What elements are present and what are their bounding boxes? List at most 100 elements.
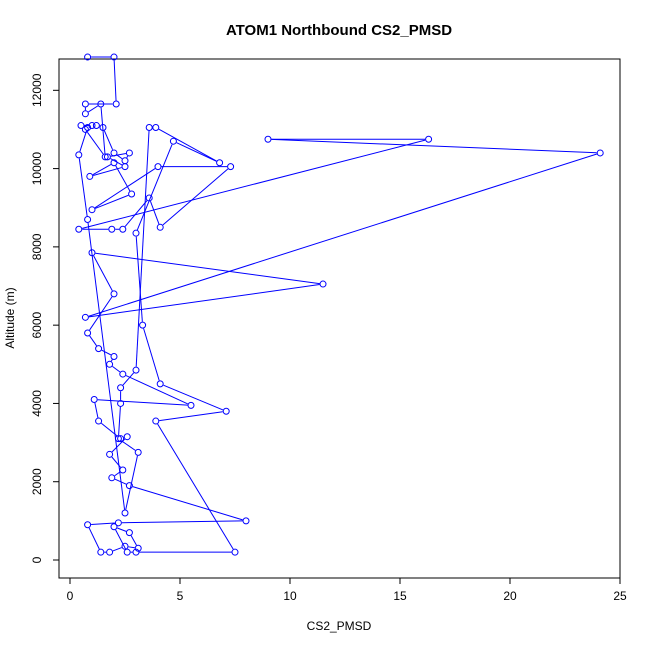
data-point <box>110 290 118 298</box>
data-point <box>117 399 125 407</box>
data-point <box>125 482 133 490</box>
series-segment <box>112 365 121 373</box>
y-tick-label: 12000 <box>30 73 44 107</box>
series-segment <box>112 547 122 552</box>
data-point <box>123 548 131 556</box>
data-point <box>231 548 239 556</box>
series-segment <box>88 153 598 317</box>
data-point <box>84 123 92 131</box>
data-point <box>119 466 127 474</box>
plot-frame <box>58 58 621 579</box>
x-tick-label: 0 <box>67 589 74 603</box>
data-point <box>227 163 235 171</box>
data-point <box>132 366 140 374</box>
series-segment <box>271 138 597 154</box>
series-segment <box>128 546 135 549</box>
y-tick-label: 2000 <box>30 468 44 495</box>
x-tick-label: 10 <box>283 589 297 603</box>
data-point <box>110 523 118 531</box>
data-point <box>154 163 162 171</box>
x-tick-label: 25 <box>613 589 627 603</box>
data-point <box>169 137 177 145</box>
data-point <box>121 163 129 171</box>
data-point <box>319 280 327 288</box>
data-point <box>101 153 109 161</box>
data-point <box>97 548 105 556</box>
data-point <box>106 548 114 556</box>
chart-title: ATOM1 Northbound CS2_PMSD <box>226 22 452 39</box>
data-point <box>81 110 89 118</box>
data-point <box>108 225 116 233</box>
data-point <box>152 123 160 131</box>
data-point <box>152 417 160 425</box>
data-point <box>106 360 114 368</box>
data-point <box>95 417 103 425</box>
x-tick-label: 15 <box>393 589 407 603</box>
data-point <box>75 225 83 233</box>
data-point <box>84 215 92 223</box>
series-segment <box>91 522 115 526</box>
data-point <box>110 352 118 360</box>
data-point <box>81 125 89 133</box>
y-tick-label: 6000 <box>30 311 44 338</box>
data-point <box>121 157 129 165</box>
series-segment <box>122 372 135 386</box>
data-point <box>145 194 153 202</box>
data-point <box>425 135 433 143</box>
series-segment <box>93 255 113 291</box>
series-segment <box>87 222 126 510</box>
data-point <box>119 370 127 378</box>
series-segment <box>136 144 173 231</box>
y-tick-label: 10000 <box>30 152 44 186</box>
data-point <box>114 519 122 527</box>
data-point <box>134 544 142 552</box>
data-point <box>86 172 94 180</box>
series-segment <box>114 471 121 477</box>
data-point <box>117 435 125 443</box>
series-segment <box>157 423 234 550</box>
data-point <box>134 448 142 456</box>
data-point <box>99 123 107 131</box>
series-segment <box>135 236 143 322</box>
x-axis-label: CS2_PMSD <box>307 619 372 633</box>
data-point <box>132 548 140 556</box>
y-tick-label: 4000 <box>30 390 44 417</box>
series-segment <box>97 399 188 406</box>
y-axis: 0 2000 4000 6000 8000 10000 12000 <box>30 73 60 563</box>
data-point <box>77 122 85 130</box>
data-point <box>117 384 125 392</box>
series-segment <box>125 455 138 510</box>
data-point <box>121 542 129 550</box>
series-segment <box>121 520 243 524</box>
data-point <box>242 517 250 525</box>
x-tick-label: 5 <box>177 589 184 603</box>
data-point <box>156 380 164 388</box>
series-segment <box>103 130 114 150</box>
data-point <box>88 249 96 257</box>
series-segment <box>163 384 224 411</box>
data-point <box>110 53 118 61</box>
series-segment <box>125 375 189 405</box>
series-segment <box>93 167 122 176</box>
data-point <box>108 474 116 482</box>
series-segment <box>110 359 113 362</box>
data-point <box>90 396 98 404</box>
data-point <box>125 529 133 537</box>
series-segment <box>135 130 150 367</box>
series-segment <box>120 440 136 451</box>
series-segment <box>82 139 426 229</box>
data-point <box>132 229 140 237</box>
series-segment <box>89 335 97 347</box>
data-point <box>81 100 89 108</box>
data-point <box>88 206 96 214</box>
x-tick-label: 20 <box>503 589 517 603</box>
series-layer <box>75 53 604 556</box>
series-segment <box>158 128 217 162</box>
series-segment <box>124 200 148 227</box>
series-segment <box>126 155 129 158</box>
data-point <box>187 401 195 409</box>
y-tick-label: 0 <box>30 556 44 563</box>
data-point <box>125 149 133 157</box>
series-segment <box>92 164 112 176</box>
series-segment <box>89 296 113 331</box>
